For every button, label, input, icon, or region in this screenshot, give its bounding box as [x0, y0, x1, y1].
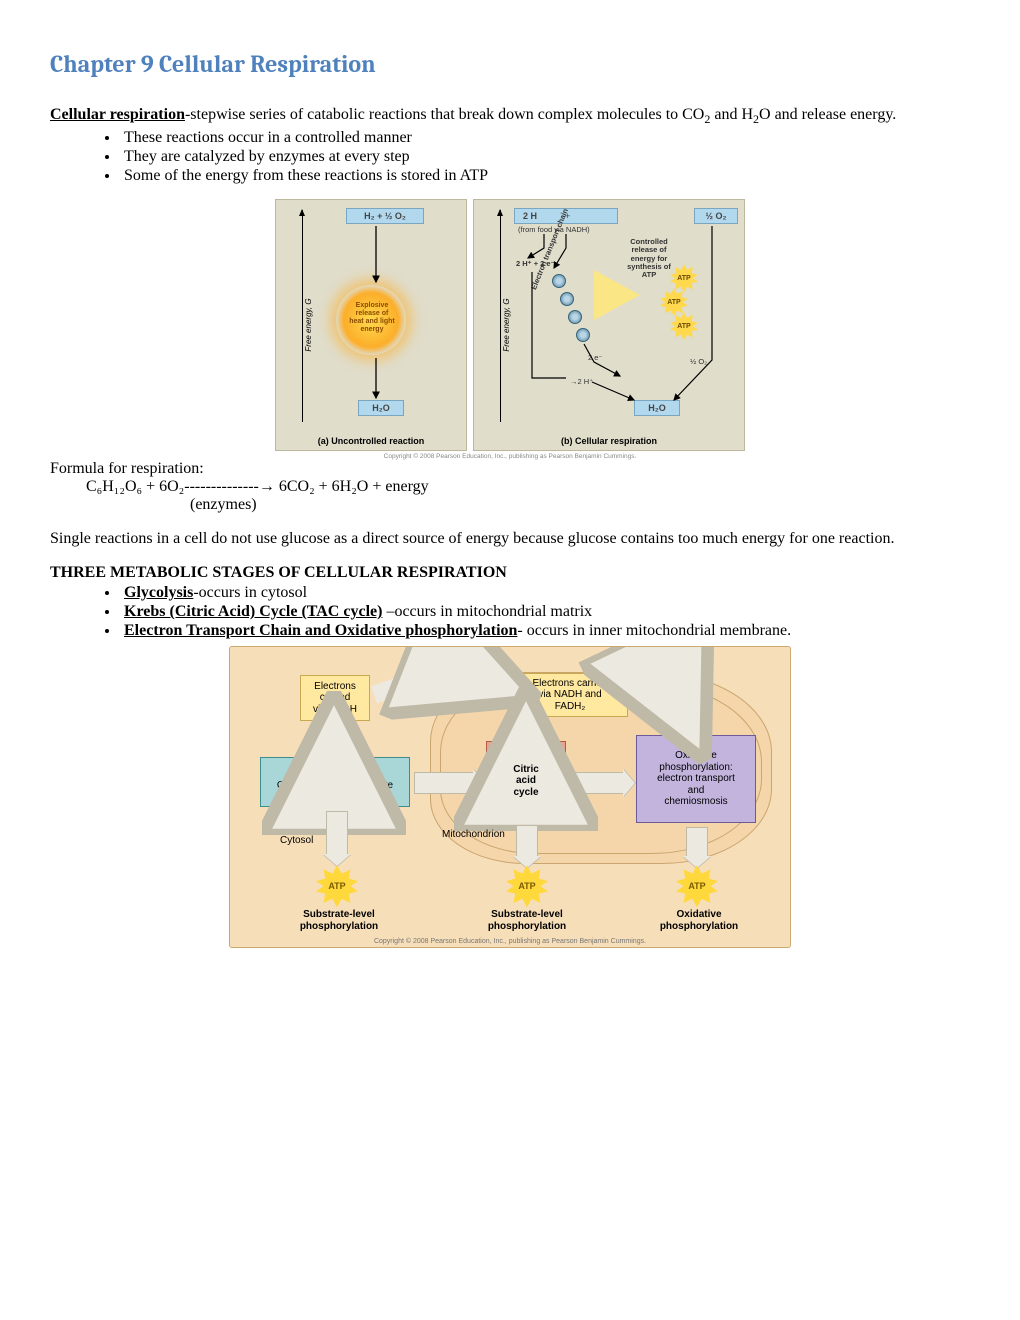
stage-rest: -occurs in cytosol	[193, 584, 307, 601]
page-title: Chapter 9 Cellular Respiration	[50, 50, 970, 78]
stages-list: Glycolysis-occurs in cytosol Krebs (Citr…	[50, 584, 970, 640]
panel-a-axis	[302, 210, 303, 422]
etc-node-icon	[552, 274, 566, 288]
figure-2-panel: Electrons carried via NADH Electrons car…	[229, 646, 791, 948]
stages-heading: THREE METABOLIC STAGES OF CELLULAR RESPI…	[50, 564, 970, 582]
list-item: Some of the energy from these reactions …	[120, 167, 970, 185]
cytosol-label: Cytosol	[280, 835, 313, 847]
nadh-fadh-box: Electrons carried via NADH and FADH₂	[512, 673, 628, 717]
pyruvate-label: Pyruvate	[354, 780, 393, 792]
list-item: Krebs (Citric Acid) Cycle (TAC cycle) –o…	[120, 603, 970, 621]
panel-b-top-right-box: ½ O₂	[694, 208, 738, 224]
stage-term: Glycolysis	[124, 584, 193, 601]
panel-a-top-box: H₂ + ½ O₂	[346, 208, 424, 224]
panel-a-sun-text: Explosive release of heat and light ener…	[344, 302, 400, 334]
figure-2-credit: Copyright © 2008 Pearson Education, Inc.…	[230, 938, 790, 945]
panel-a-y-axis-label: Free energy, G	[304, 299, 313, 352]
arrow-down-icon	[326, 811, 348, 855]
etc-node-icon	[568, 310, 582, 324]
definition-paragraph: Cellular respiration-stepwise series of …	[50, 106, 970, 127]
panel-a-bottom-box: H₂O	[358, 400, 404, 416]
panel-b-2h-label: →2 H⁺	[570, 378, 593, 386]
subphos-label-1: Substrate-level phosphorylation	[294, 909, 384, 932]
panel-b-2e-label: 2 e⁻	[588, 354, 602, 362]
figure-1-panel-b: Free energy, G 2 H+ (from food via NADH)…	[473, 199, 745, 451]
figure-1-credit: Copyright © 2008 Pearson Education, Inc.…	[50, 453, 970, 460]
list-item: They are catalyzed by enzymes at every s…	[120, 148, 970, 166]
definition-body-2: and H	[710, 106, 753, 123]
arrow-icon	[414, 772, 474, 794]
nadh-left-box: Electrons carried via NADH	[300, 675, 370, 721]
citric-text: Citric acid cycle	[513, 764, 539, 799]
subphos-label-2: Substrate-level phosphorylation	[482, 909, 572, 932]
atp-star-icon: ATP	[660, 288, 688, 316]
oxphos-box: Oxidative phosphorylation: electron tran…	[636, 735, 756, 823]
glucose-label: Glucose	[277, 780, 314, 792]
panel-b-y-axis-label: Free energy, G	[502, 299, 511, 352]
figure-2: Electrons carried via NADH Electrons car…	[50, 646, 970, 948]
list-item: These reactions occur in a controlled ma…	[120, 129, 970, 147]
panel-a-caption: (a) Uncontrolled reaction	[276, 436, 466, 446]
list-item: Electron Transport Chain and Oxidative p…	[120, 622, 970, 640]
glycolysis-title: Glycolysis	[310, 762, 360, 774]
stage-rest: –occurs in mitochondrial matrix	[382, 603, 592, 620]
stage-rest: - occurs in inner mitochondrial membrane…	[517, 622, 791, 639]
list-item: Glycolysis-occurs in cytosol	[120, 584, 970, 602]
panel-b-bottom-box: H₂O	[634, 400, 680, 416]
formula-sub: (enzymes)	[50, 496, 970, 514]
intro-bullet-list: These reactions occur in a controlled ma…	[50, 129, 970, 185]
panel-b-axis	[500, 210, 501, 422]
arrow-down-icon	[686, 827, 708, 857]
atp-star-icon: ATP	[676, 865, 718, 907]
panel-b-arrows	[474, 200, 744, 450]
energy-wedge-icon	[594, 270, 640, 320]
glycolysis-box: Glycolysis Glucose Pyruvate	[260, 757, 410, 807]
formula-line: C₆H₁₂O₆ + 6O₂--------------→ 6CO₂ + 6H₂O…	[50, 478, 970, 496]
stage-term: Electron Transport Chain and Oxidative p…	[124, 622, 517, 639]
arrow-down-icon	[516, 825, 538, 857]
atp-star-icon: ATP	[316, 865, 358, 907]
etc-node-icon	[576, 328, 590, 342]
panel-b-half-o2-label: ½ O₂	[690, 358, 707, 366]
atp-star-icon: ATP	[506, 865, 548, 907]
definition-body-1: -stepwise series of catabolic reactions …	[185, 106, 704, 123]
citric-box: Citric acid cycle	[486, 741, 566, 821]
panel-b-caption: (b) Cellular respiration	[474, 436, 744, 446]
arrow-icon	[572, 772, 624, 794]
figure-1: Free energy, G H₂ + ½ O₂ Explosive relea…	[50, 199, 970, 451]
definition-term: Cellular respiration	[50, 106, 185, 123]
formula-intro: Formula for respiration:	[50, 460, 970, 478]
oxphos-label: Oxidative phosphorylation	[654, 909, 744, 932]
definition-body-3: O and release energy.	[759, 106, 896, 123]
mitochondrion-label: Mitochondrion	[442, 829, 505, 841]
stage-term: Krebs (Citric Acid) Cycle (TAC cycle)	[124, 603, 382, 620]
glucose-paragraph: Single reactions in a cell do not use gl…	[50, 530, 970, 548]
atp-star-icon: ATP	[670, 312, 698, 340]
etc-node-icon	[560, 292, 574, 306]
figure-1-panel-a: Free energy, G H₂ + ½ O₂ Explosive relea…	[275, 199, 467, 451]
